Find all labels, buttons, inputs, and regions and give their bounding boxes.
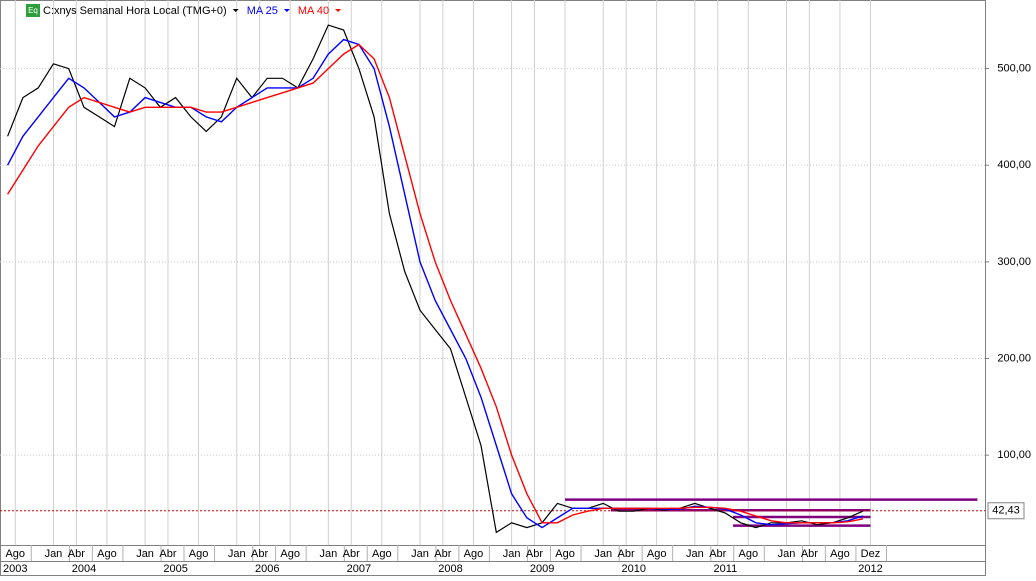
x-tick-label: Jan xyxy=(503,548,521,560)
x-tick-label: Jan xyxy=(136,548,154,560)
badge: Eq xyxy=(28,6,38,15)
x-tick-label: Ago xyxy=(280,548,300,560)
x-tick-label: Jan xyxy=(45,548,63,560)
x-tick-label: Ago xyxy=(97,548,117,560)
x-tick-label: Abr xyxy=(159,548,176,560)
year-label: 2012 xyxy=(858,563,882,575)
y-tick-label: 300,00 xyxy=(997,256,1031,268)
x-tick-label: Ago xyxy=(189,548,209,560)
x-tick-label: Jan xyxy=(228,548,246,560)
x-tick-label: Ago xyxy=(464,548,484,560)
year-label: 2008 xyxy=(438,563,462,575)
y-tick-label: 100,00 xyxy=(997,449,1031,461)
x-tick-label: Abr xyxy=(709,548,726,560)
y-tick-label: 400,00 xyxy=(997,159,1031,171)
x-tick-label: Jan xyxy=(594,548,612,560)
x-tick-label: Ago xyxy=(372,548,392,560)
last-value-label: 42,43 xyxy=(992,505,1020,517)
x-tick-label: Abr xyxy=(526,548,543,560)
y-tick-label: 500,00 xyxy=(997,63,1031,75)
x-tick-label: Abr xyxy=(801,548,818,560)
legend-arrow xyxy=(283,9,290,12)
x-tick-label: Ago xyxy=(739,548,759,560)
x-tick-label: Abr xyxy=(618,548,635,560)
y-tick-label: 200,00 xyxy=(997,352,1031,364)
year-label: 2005 xyxy=(163,563,187,575)
legend-arrow xyxy=(232,9,239,12)
x-tick-label: Ago xyxy=(5,548,25,560)
badge-box xyxy=(26,4,40,17)
legend-label: C:xnys Semanal Hora Local (TMG+0) xyxy=(43,5,227,17)
year-label: 2003 xyxy=(3,563,27,575)
legend-label: MA 40 xyxy=(298,5,329,17)
series-line xyxy=(7,43,863,524)
year-label: 2006 xyxy=(255,563,279,575)
x-tick-label: Jan xyxy=(411,548,429,560)
x-tick-label: Jan xyxy=(686,548,704,560)
series-line xyxy=(7,24,864,534)
x-tick-label: Jan xyxy=(319,548,337,560)
x-tick-label: Abr xyxy=(68,548,85,560)
year-label: 2004 xyxy=(72,563,96,575)
x-tick-label: Ago xyxy=(830,548,850,560)
x-tick-label: Abr xyxy=(434,548,451,560)
legend-arrow xyxy=(335,9,342,12)
year-label: 2010 xyxy=(622,563,646,575)
year-label: 2007 xyxy=(347,563,371,575)
last-value-box xyxy=(987,502,1025,520)
x-tick-label: Abr xyxy=(343,548,360,560)
x-tick-label: Ago xyxy=(555,548,575,560)
x-tick-label: Ago xyxy=(647,548,667,560)
x-tick-label: Abr xyxy=(251,548,268,560)
x-tick-label: Jan xyxy=(778,548,796,560)
year-label: 2009 xyxy=(530,563,554,575)
legend-label: MA 25 xyxy=(247,5,278,17)
year-label: 2011 xyxy=(714,563,738,575)
x-tick-label: Dez xyxy=(861,548,881,560)
